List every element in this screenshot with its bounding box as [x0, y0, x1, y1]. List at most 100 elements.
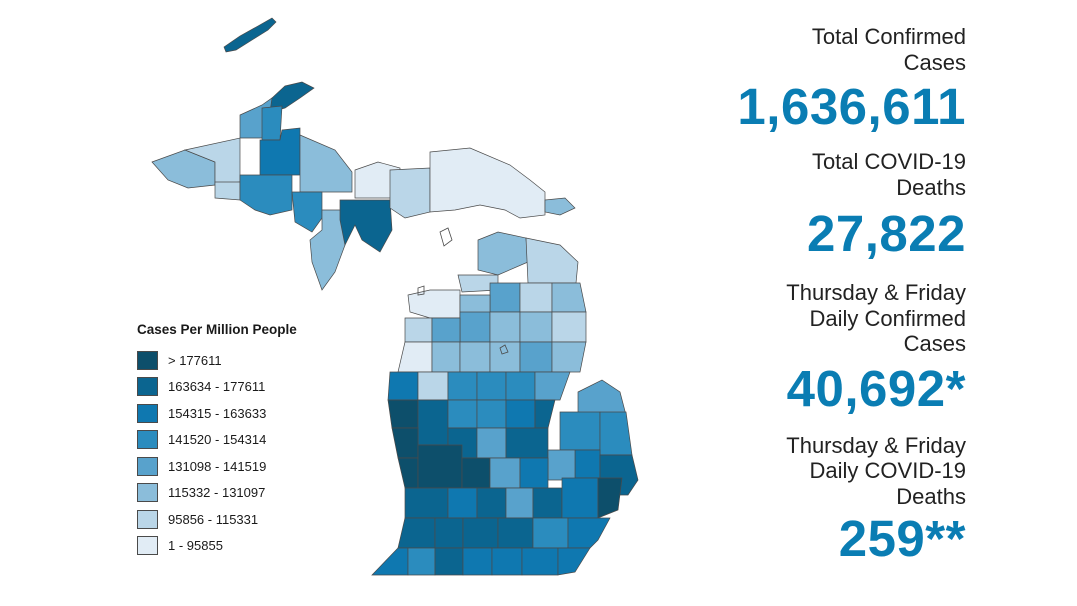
county-manistee [397, 341, 433, 373]
legend-title: Cases Per Million People [137, 322, 297, 337]
legend-item: 163634 - 177611 [137, 374, 337, 401]
county-roscommon [489, 341, 521, 373]
county-eaton [476, 487, 507, 519]
stats-panel: Total Confirmed Cases 1,636,611 Total CO… [636, 24, 966, 567]
county-lapeer [574, 449, 601, 479]
county-huron [577, 379, 627, 416]
county-bay [534, 399, 556, 429]
county-macomb [597, 477, 623, 519]
county-osceola [447, 371, 478, 401]
county-emmet [477, 231, 529, 276]
legend-item: 1 - 95855 [137, 533, 337, 560]
county-menominee [291, 191, 323, 233]
county-schoolcraft [339, 199, 393, 253]
legend-label: 115332 - 131097 [168, 485, 266, 501]
county-mason [387, 371, 419, 401]
county-alpena [551, 311, 587, 343]
county-jackson [497, 517, 534, 549]
legend-label: 131098 - 141519 [168, 458, 267, 474]
county-benzie [404, 317, 433, 343]
county-iron [214, 181, 241, 201]
county-branch [462, 547, 493, 576]
county-dickinson [239, 174, 293, 216]
county-leelanau [407, 289, 461, 319]
legend-item: 154315 - 163633 [137, 400, 337, 427]
stat-total-deaths-label-line1: Total COVID-19 [811, 149, 966, 174]
county-wexford [431, 341, 461, 373]
legend-label: 154315 - 163633 [168, 405, 267, 421]
stat-daily-cases-label-line1: Thursday & Friday [786, 280, 966, 305]
legend-swatch [137, 350, 158, 370]
stat-daily-cases-label-line2: Daily Confirmed [809, 305, 967, 331]
county-wayne [567, 517, 611, 549]
county-lenawee [521, 547, 559, 576]
beaver-island [439, 227, 453, 247]
county-monroe [557, 547, 591, 576]
county-baraga [261, 105, 283, 141]
county-presque-isle [551, 282, 587, 313]
county-missaukee [459, 341, 491, 373]
county-ogemaw [519, 341, 553, 373]
legend-swatch [137, 403, 158, 423]
legend-item: 115332 - 131097 [137, 480, 337, 507]
county-kalamazoo [434, 517, 464, 549]
county-mackinac [389, 167, 431, 219]
county-chippewa [429, 147, 546, 219]
legend-swatch [137, 536, 158, 556]
county-arenac [534, 371, 571, 401]
county-newaygo [417, 399, 449, 446]
county-isabella [476, 399, 507, 429]
map-legend: Cases Per Million People > 177611 163634 … [137, 322, 337, 559]
county-van-buren [397, 517, 436, 549]
county-barry [447, 487, 478, 519]
stat-daily-deaths-label-line2: Daily COVID-19 [809, 458, 966, 483]
county-drummond [544, 197, 576, 216]
legend-label: > 177611 [168, 352, 222, 368]
stat-total-deaths-value: 27,822 [807, 205, 966, 262]
stat-total-deaths: Total COVID-19 Deaths 27,822 [636, 149, 966, 262]
county-clare [476, 371, 507, 401]
county-alger [299, 134, 353, 193]
stat-total-cases-label-line1: Total Confirmed [811, 24, 966, 49]
county-ingham [505, 487, 534, 519]
county-cass [407, 547, 436, 576]
legend-swatch [137, 509, 158, 529]
county-livingston [532, 487, 563, 519]
legend-label: 163634 - 177611 [168, 379, 266, 395]
county-washtenaw [532, 517, 569, 549]
legend-item: 95856 - 115331 [137, 506, 337, 533]
county-gladwin [505, 371, 536, 401]
legend-items: > 177611 163634 - 177611 154315 - 163633 14… [137, 347, 337, 559]
county-saginaw [505, 427, 549, 459]
county-sanilac [599, 411, 633, 456]
stat-total-deaths-label-line2: Deaths [896, 174, 966, 200]
legend-label: 141520 - 154314 [168, 432, 267, 448]
stat-daily-deaths-label-line1: Thursday & Friday [786, 432, 966, 458]
county-clinton [489, 457, 521, 489]
county-shiawassee [519, 457, 549, 489]
county-isle-royale [223, 17, 277, 53]
county-kent [417, 444, 463, 489]
county-mecosta [447, 399, 478, 429]
stat-daily-deaths-value: 259** [838, 510, 966, 567]
county-ottawa [397, 457, 419, 489]
county-antrim [489, 282, 521, 313]
stat-daily-deaths-label-line3: Deaths [896, 483, 966, 509]
county-muskegon [391, 427, 419, 459]
stat-daily-cases-label-line3: Cases [903, 331, 966, 356]
county-hillsdale [491, 547, 523, 576]
lake-houghton [499, 344, 509, 355]
north-manitou-island [417, 285, 425, 296]
legend-item: 131098 - 141519 [137, 453, 337, 480]
stat-daily-cases-value: 40,692* [786, 359, 966, 417]
county-iosco [551, 341, 587, 373]
county-genesee [547, 449, 576, 481]
legend-label: 1 - 95855 [168, 538, 223, 554]
county-kalkaska [459, 311, 491, 343]
legend-item: 141520 - 154314 [137, 427, 337, 454]
county-allegan [404, 487, 449, 519]
county-berrien [371, 547, 409, 576]
county-midland [505, 399, 536, 429]
county-crawford [489, 311, 521, 343]
stat-total-cases-value: 1,636,611 [737, 78, 966, 135]
